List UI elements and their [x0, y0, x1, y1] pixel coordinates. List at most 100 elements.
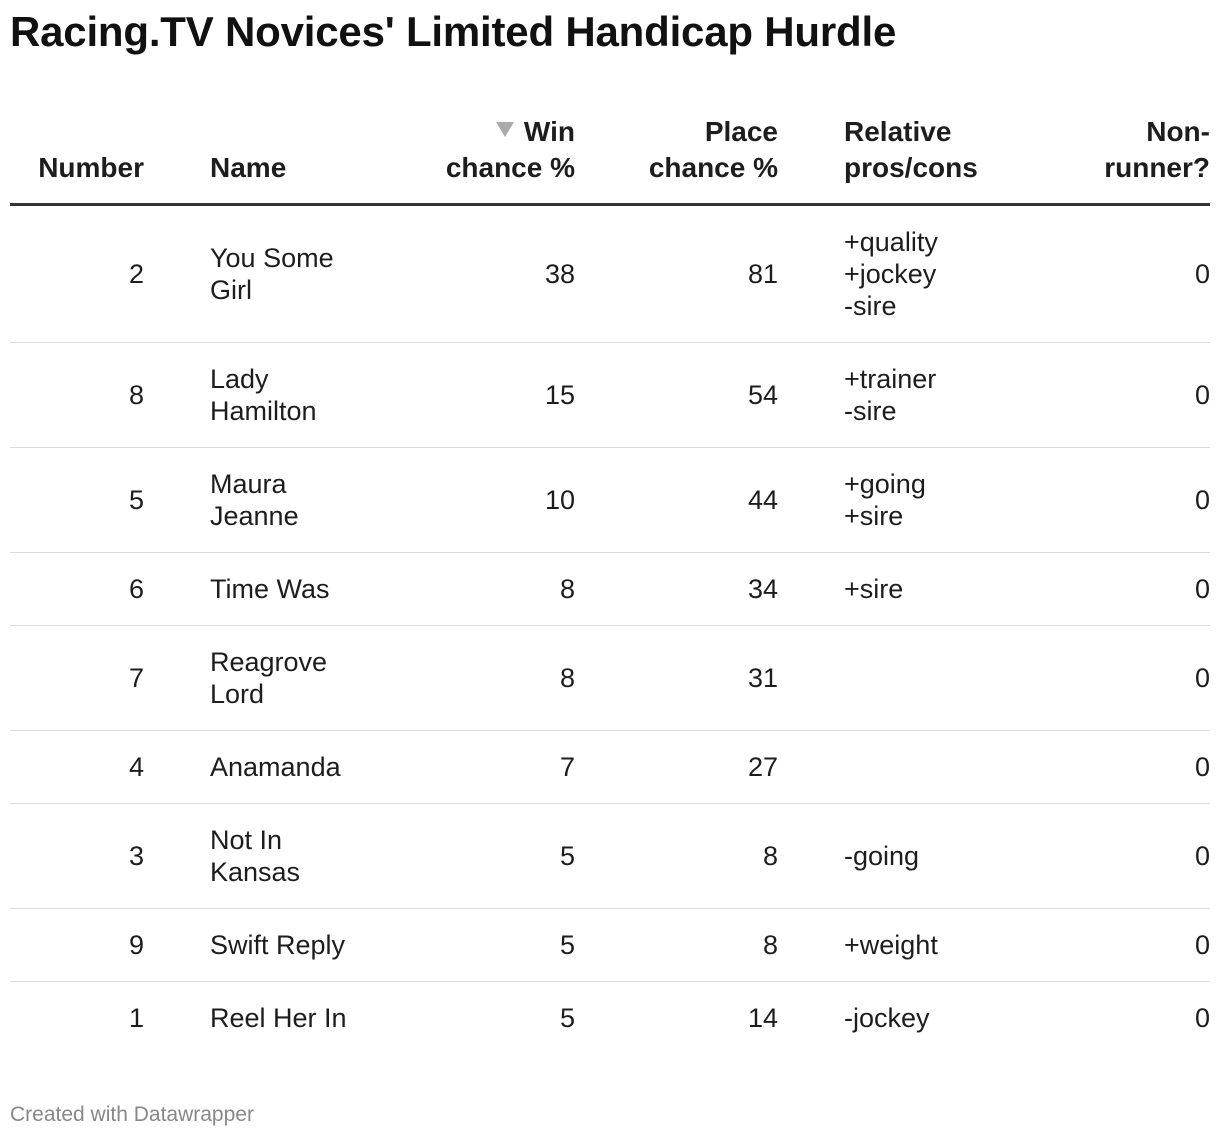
- cell-non-runner: 0: [1018, 447, 1210, 553]
- pros-cons-item: +trainer: [844, 364, 937, 394]
- horse-name: Anamanda: [210, 752, 341, 782]
- cell-win-chance: 8: [380, 625, 575, 731]
- column-header-number[interactable]: Number: [10, 108, 210, 206]
- cell-name: Not In Kansas: [210, 803, 380, 909]
- cell-pros-cons: +quality +jockey -sire: [778, 204, 1018, 343]
- cell-name: Maura Jeanne: [210, 447, 380, 553]
- column-header-number-label: Number: [38, 152, 144, 183]
- cell-number: 5: [10, 447, 210, 553]
- cell-pros-cons: -going: [778, 803, 1018, 909]
- column-header-nonrunner-line2: runner?: [1104, 152, 1210, 183]
- cell-place-chance: 8: [575, 908, 778, 982]
- table-row: 7 Reagrove Lord 8 31 0: [10, 625, 1210, 731]
- cell-name: Swift Reply: [210, 908, 380, 982]
- cell-number: 7: [10, 625, 210, 731]
- column-header-place-line2: chance %: [648, 152, 778, 183]
- cell-place-chance: 31: [575, 625, 778, 731]
- cell-pros-cons: +trainer -sire: [778, 342, 1018, 448]
- pros-cons-item: +quality: [844, 227, 938, 257]
- cell-non-runner: 0: [1018, 730, 1210, 804]
- cell-name: Time Was: [210, 552, 380, 626]
- pros-cons-item: -going: [844, 841, 920, 871]
- column-header-win-line2: chance %: [445, 152, 575, 183]
- cell-win-chance: 7: [380, 730, 575, 804]
- horse-name: Maura Jeanne: [210, 469, 299, 531]
- pros-cons-item: -jockey: [844, 1003, 930, 1033]
- horse-name: Swift Reply: [210, 930, 346, 960]
- cell-number: 1: [128, 1003, 144, 1033]
- cell-place-chance: 44: [575, 447, 778, 553]
- column-header-place-chance[interactable]: Place chance %: [575, 108, 778, 206]
- cell-pros-cons: [778, 730, 1018, 804]
- cell-win-chance: 8: [380, 552, 575, 626]
- column-header-pros-line2: pros/cons: [844, 152, 978, 183]
- horse-name: Reagrove Lord: [210, 647, 328, 709]
- cell-name: Reagrove Lord: [210, 625, 380, 731]
- chart-title: Racing.TV Novices' Limited Handicap Hurd…: [10, 8, 897, 55]
- horse-name: Lady Hamilton: [210, 364, 317, 426]
- table-row: 9 Swift Reply 5 8 +weight 0: [10, 908, 1210, 982]
- column-header-place-line1: Place: [704, 116, 778, 147]
- table-row: 6 Time Was 8 34 +sire 0: [10, 552, 1210, 626]
- cell-non-runner: 0: [1018, 908, 1210, 982]
- horse-name: You Some Girl: [210, 243, 334, 305]
- cell-place-chance: 8: [575, 803, 778, 909]
- sort-descending-icon: [495, 122, 514, 137]
- cell-place-chance: 81: [575, 204, 778, 343]
- cell-pros-cons: +weight: [778, 908, 1018, 982]
- cell-non-runner: 0: [1018, 342, 1210, 448]
- cell-win-chance: 5: [380, 803, 575, 909]
- cell-number: 9: [10, 908, 210, 982]
- pros-cons-item: +jockey: [844, 259, 937, 289]
- column-header-name-label: Name: [210, 152, 287, 183]
- cell-number: 6: [10, 552, 210, 626]
- pros-cons-item: -sire: [844, 396, 897, 426]
- cell-name: Anamanda: [210, 730, 380, 804]
- column-header-pros-cons[interactable]: Relative pros/cons: [778, 108, 1018, 206]
- cell-win-chance: 38: [380, 204, 575, 343]
- cell-name: Reel Her In: [210, 982, 380, 1055]
- table-row: 4 Anamanda 7 27 0: [10, 730, 1210, 804]
- table-row: 2 You Some Girl 38 81 +quality +jockey -sire 0: [10, 204, 1210, 343]
- pros-cons-item: -sire: [844, 291, 897, 321]
- table-row: 8 Lady Hamilton 15 54 +trainer -sire 0: [10, 342, 1210, 448]
- horse-name: Reel Her In: [210, 1003, 347, 1033]
- cell-non-runner: 0: [1018, 552, 1210, 626]
- cell-win-chance: 10: [380, 447, 575, 553]
- cell-non-runner: 0: [1194, 1003, 1210, 1033]
- pros-cons-item: +sire: [844, 574, 904, 604]
- cell-name: You Some Girl: [210, 204, 380, 343]
- cell-number: 8: [10, 342, 210, 448]
- column-header-non-runner[interactable]: Non- runner?: [1018, 108, 1210, 206]
- column-header-pros-line1: Relative: [844, 116, 952, 147]
- table-row: 5 Maura Jeanne 10 44 +going +sire 0: [10, 447, 1210, 553]
- cell-number: 3: [10, 803, 210, 909]
- cell-pros-cons: -jockey: [778, 982, 1018, 1055]
- cell-win-chance: 5: [559, 1003, 575, 1033]
- cell-win-chance: 5: [380, 908, 575, 982]
- column-header-nonrunner-line1: Non-: [1146, 116, 1210, 147]
- horse-name: Time Was: [210, 574, 330, 604]
- table-row: 3 Not In Kansas 5 8 -going 0: [10, 803, 1210, 909]
- cell-pros-cons: +going +sire: [778, 447, 1018, 553]
- pros-cons-item: +going: [844, 469, 926, 499]
- cell-win-chance: 15: [380, 342, 575, 448]
- cell-non-runner: 0: [1018, 803, 1210, 909]
- column-header-name[interactable]: Name: [210, 108, 380, 206]
- pros-cons-item: +weight: [844, 930, 938, 960]
- header-row: Number Name Win chance % Place chance % …: [10, 108, 1210, 206]
- cell-pros-cons: [778, 625, 1018, 731]
- column-header-win-line1: Win: [523, 116, 575, 147]
- cell-place-chance: 54: [575, 342, 778, 448]
- cell-place-chance: 14: [747, 1003, 778, 1033]
- table-row: 1 Reel Her In 5 14 -jockey 0: [10, 982, 1210, 1055]
- cell-number: 4: [10, 730, 210, 804]
- cell-non-runner: 0: [1018, 625, 1210, 731]
- column-header-win-chance[interactable]: Win chance %: [380, 108, 575, 206]
- race-table: Number Name Win chance % Place chance % …: [10, 108, 1210, 1054]
- pros-cons-item: +sire: [844, 501, 904, 531]
- table-body: 2 You Some Girl 38 81 +quality +jockey -sire 0 8…: [10, 204, 1210, 1055]
- horse-name: Not In Kansas: [210, 825, 301, 887]
- cell-pros-cons: +sire: [778, 552, 1018, 626]
- cell-name: Lady Hamilton: [210, 342, 380, 448]
